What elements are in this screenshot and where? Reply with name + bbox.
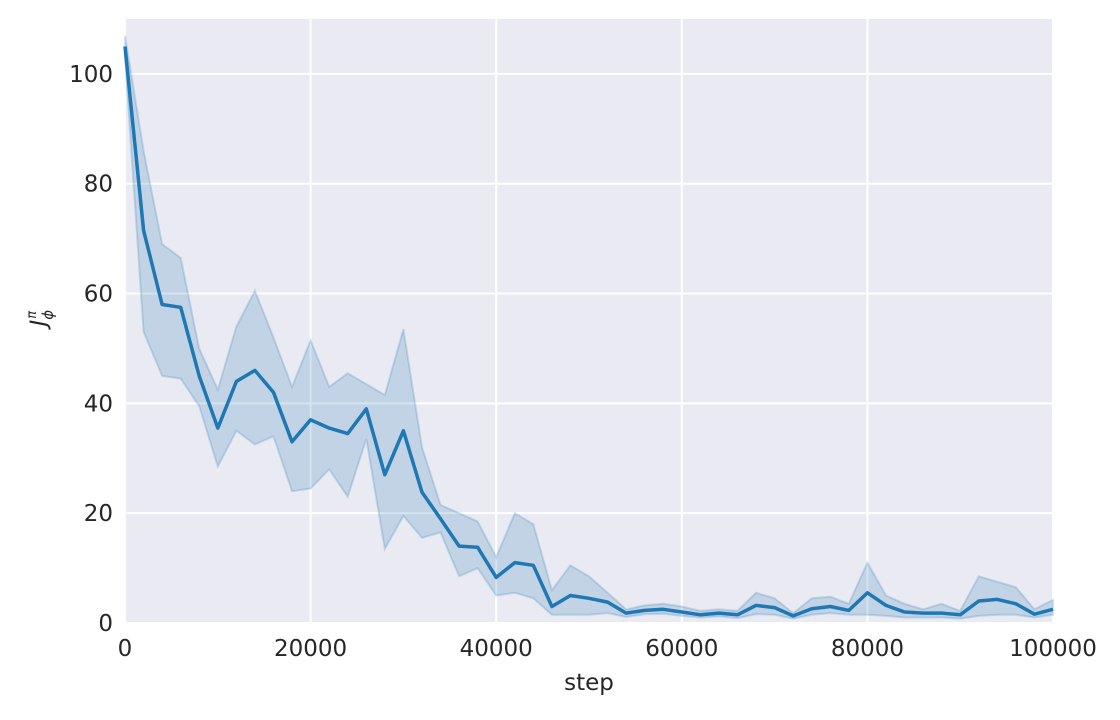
- x-axis-label: step: [564, 670, 614, 696]
- y-tick-label: 100: [69, 62, 113, 88]
- y-label-sup: π: [25, 311, 40, 319]
- x-tick-label: 80000: [831, 636, 904, 662]
- y-tick-label: 60: [84, 282, 113, 308]
- y-tick-label: 0: [98, 611, 113, 637]
- y-tick-label: 40: [84, 391, 113, 417]
- x-tick-label: 40000: [460, 636, 533, 662]
- mean-line: [123, 46, 1054, 618]
- y-tick-label: 20: [84, 501, 113, 527]
- y-axis-ticks: 0 20 40 60 80 100: [69, 62, 113, 637]
- confidence-band: [124, 35, 1054, 620]
- y-label-sub: ϕ: [39, 310, 57, 320]
- x-tick-label: 100000: [1009, 636, 1097, 662]
- x-axis-ticks: 0 20000 40000 60000 80000 100000: [118, 636, 1097, 662]
- x-tick-label: 60000: [645, 636, 718, 662]
- x-tick-label: 0: [118, 636, 133, 662]
- y-tick-label: 80: [84, 172, 113, 198]
- plot-area: [125, 19, 1053, 623]
- grid-lines: [124, 19, 1054, 624]
- x-tick-label: 20000: [274, 636, 347, 662]
- y-axis-label: Jϕπ: [25, 310, 57, 331]
- y-label-base: J: [27, 320, 52, 331]
